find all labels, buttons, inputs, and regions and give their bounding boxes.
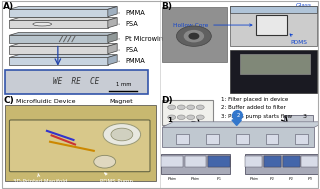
Polygon shape [108, 7, 117, 17]
Polygon shape [108, 33, 117, 43]
FancyBboxPatch shape [284, 115, 313, 122]
Text: $P_1$: $P_1$ [216, 175, 222, 183]
FancyBboxPatch shape [206, 134, 219, 144]
Text: Magnet: Magnet [109, 99, 133, 104]
Text: $P_2$: $P_2$ [288, 175, 294, 183]
Text: C): C) [3, 96, 14, 105]
Circle shape [168, 105, 176, 110]
Text: D): D) [161, 96, 172, 105]
Polygon shape [230, 6, 317, 13]
Circle shape [196, 115, 204, 119]
Ellipse shape [33, 22, 52, 26]
Text: PMMA: PMMA [119, 58, 145, 64]
FancyBboxPatch shape [185, 156, 206, 167]
FancyBboxPatch shape [264, 156, 281, 167]
Polygon shape [240, 54, 309, 74]
FancyBboxPatch shape [10, 46, 108, 54]
FancyBboxPatch shape [161, 154, 230, 174]
Text: $P_{atm}$: $P_{atm}$ [167, 175, 177, 183]
Polygon shape [10, 44, 117, 46]
Circle shape [184, 31, 204, 42]
Text: Pt Microwires: Pt Microwires [119, 36, 169, 42]
Circle shape [94, 155, 116, 168]
Circle shape [196, 105, 204, 110]
Text: Microfluidic Device: Microfluidic Device [16, 99, 75, 104]
Text: PSA: PSA [119, 21, 138, 27]
Text: 3: 3 [303, 114, 307, 119]
Circle shape [111, 128, 133, 141]
Text: WE  RE  CE: WE RE CE [53, 77, 100, 86]
Text: PDMS Pump: PDMS Pump [100, 173, 133, 184]
FancyBboxPatch shape [236, 134, 249, 144]
Circle shape [177, 105, 185, 110]
Text: A): A) [3, 2, 14, 11]
Circle shape [168, 115, 176, 119]
Circle shape [187, 115, 195, 119]
Text: Hollow Core: Hollow Core [173, 22, 252, 28]
FancyBboxPatch shape [5, 105, 156, 181]
Circle shape [177, 26, 211, 46]
FancyBboxPatch shape [283, 156, 300, 167]
Text: 1: 1 [167, 117, 172, 123]
FancyBboxPatch shape [266, 134, 278, 144]
Text: 2: Buffer added to filter: 2: Buffer added to filter [221, 105, 285, 110]
Text: 1 mm: 1 mm [116, 82, 131, 87]
Polygon shape [162, 122, 320, 127]
Polygon shape [108, 18, 117, 28]
FancyBboxPatch shape [283, 156, 300, 167]
FancyBboxPatch shape [230, 6, 317, 46]
FancyBboxPatch shape [244, 154, 319, 174]
Text: PSA: PSA [119, 47, 138, 53]
Circle shape [189, 33, 199, 39]
FancyBboxPatch shape [230, 50, 317, 93]
Text: 3: PDMS pump starts flow: 3: PDMS pump starts flow [221, 114, 292, 119]
Text: PMMA: PMMA [119, 10, 145, 16]
FancyBboxPatch shape [162, 100, 213, 125]
FancyBboxPatch shape [295, 134, 308, 144]
FancyBboxPatch shape [161, 156, 183, 167]
FancyBboxPatch shape [208, 156, 229, 167]
Polygon shape [108, 55, 117, 65]
Polygon shape [10, 7, 117, 9]
FancyBboxPatch shape [256, 15, 287, 35]
Text: 2: 2 [236, 113, 240, 118]
FancyBboxPatch shape [5, 70, 148, 94]
FancyBboxPatch shape [264, 156, 281, 167]
FancyBboxPatch shape [301, 156, 318, 167]
Polygon shape [10, 33, 117, 35]
FancyBboxPatch shape [10, 120, 150, 172]
FancyBboxPatch shape [177, 134, 189, 144]
Text: PDMS: PDMS [290, 34, 308, 45]
FancyBboxPatch shape [245, 156, 262, 167]
FancyBboxPatch shape [10, 20, 108, 28]
FancyBboxPatch shape [10, 57, 108, 65]
Circle shape [187, 105, 195, 110]
Polygon shape [108, 44, 117, 54]
Text: B): B) [161, 2, 172, 11]
FancyBboxPatch shape [162, 127, 314, 147]
Text: $P_2$: $P_2$ [269, 175, 276, 183]
Polygon shape [10, 18, 117, 20]
FancyBboxPatch shape [10, 35, 108, 43]
Circle shape [177, 115, 185, 119]
Polygon shape [10, 55, 117, 57]
FancyBboxPatch shape [208, 156, 229, 167]
FancyBboxPatch shape [10, 9, 108, 17]
FancyBboxPatch shape [162, 7, 227, 62]
Text: $P_3$: $P_3$ [307, 175, 313, 183]
Text: $P_{atm}$: $P_{atm}$ [190, 175, 201, 183]
Text: 1: Filter placed in device: 1: Filter placed in device [221, 97, 288, 102]
Text: 3D-Printed Manifold: 3D-Printed Manifold [12, 174, 67, 184]
Polygon shape [232, 120, 241, 125]
Text: Glass: Glass [295, 3, 311, 12]
Circle shape [103, 124, 140, 145]
Text: $P_{atm}$: $P_{atm}$ [249, 175, 259, 183]
